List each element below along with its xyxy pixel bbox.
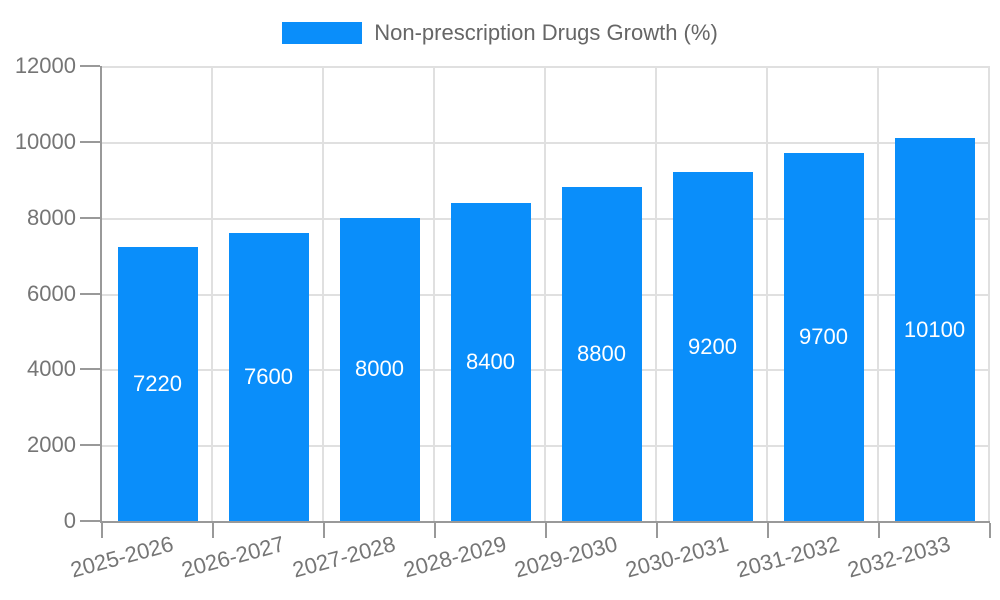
bar[interactable]: 9200 (672, 172, 753, 521)
y-axis-tick-label: 12000 (14, 53, 76, 78)
gridline-horizontal (102, 66, 990, 68)
gridline-horizontal (102, 141, 990, 144)
y-axis-tick-label: 0 (63, 508, 76, 533)
gridline-vertical (544, 66, 546, 521)
gridline-vertical (988, 66, 990, 521)
x-axis-tick (434, 523, 436, 538)
gridline-vertical (433, 66, 435, 521)
y-axis-tick (80, 140, 100, 143)
x-axis-category-label: 2032-2033 (844, 531, 953, 583)
plot-area: 0 2000 4000 6000 8000 10000 12000 7220 7600 8000 8… (15, 55, 991, 582)
bar-value-label: 8800 (577, 341, 626, 367)
x-axis-tick (545, 523, 547, 538)
gridline-vertical (766, 66, 768, 521)
legend-label[interactable]: Non-prescription Drugs Growth (%) (374, 20, 718, 45)
y-axis-tick (80, 520, 100, 522)
x-axis-category-label: 2031-2032 (733, 531, 842, 583)
legend-swatch[interactable] (282, 22, 363, 45)
gridline-horizontal (102, 369, 990, 372)
legend[interactable]: Non-prescription Drugs Growth (%) (0, 20, 1000, 46)
gridline-vertical (322, 66, 324, 521)
bar[interactable]: 10100 (894, 138, 975, 521)
gridline-vertical (211, 66, 213, 521)
bar-value-label: 8000 (355, 356, 404, 382)
y-axis-tick-label: 8000 (27, 204, 76, 230)
bar[interactable]: 9700 (783, 153, 864, 521)
bar-value-label: 9700 (799, 324, 848, 350)
y-axis-tick (80, 65, 100, 67)
gridline-horizontal (102, 445, 990, 448)
x-axis-category-label: 2026-2027 (178, 531, 287, 583)
y-axis-tick (80, 368, 100, 371)
gridline-vertical (655, 66, 657, 521)
y-axis-tick-label: 10000 (14, 128, 76, 154)
x-axis-category-label: 2030-2031 (622, 531, 731, 583)
gridline-horizontal (102, 217, 990, 220)
y-axis-tick (80, 292, 100, 295)
bar-value-label: 10100 (903, 316, 966, 342)
y-axis-tick (80, 216, 100, 219)
bar-value-label: 8400 (466, 348, 515, 374)
bar[interactable]: 7600 (228, 232, 309, 521)
y-axis-tick-label: 6000 (27, 280, 76, 306)
y-axis-tick-label: 4000 (27, 356, 76, 382)
x-axis-category-label: 2027-2028 (289, 531, 398, 583)
bar-value-label: 9200 (688, 333, 737, 359)
bar-value-label: 7220 (133, 371, 182, 397)
y-axis-tick (80, 444, 100, 447)
x-axis-category-label: 2028-2029 (400, 531, 509, 583)
x-axis-tick (767, 523, 769, 538)
bar[interactable]: 7220 (117, 247, 198, 521)
x-axis-tick (212, 523, 214, 538)
x-axis-category-label: 2029-2030 (511, 531, 620, 583)
gridline-horizontal (102, 293, 990, 296)
x-axis-tick (656, 523, 658, 538)
gridline-vertical (877, 66, 879, 521)
x-axis-category-label: 2025-2026 (67, 531, 176, 583)
y-axis-tick-label: 2000 (27, 432, 76, 458)
x-axis-tick (101, 523, 103, 538)
bar[interactable]: 8400 (450, 202, 531, 521)
bar[interactable]: 8000 (339, 217, 420, 521)
x-axis-tick (878, 523, 880, 538)
bar[interactable]: 8800 (561, 187, 642, 521)
x-axis-tick (989, 523, 991, 538)
bar-value-label: 7600 (244, 363, 293, 389)
x-axis-tick (323, 523, 325, 538)
